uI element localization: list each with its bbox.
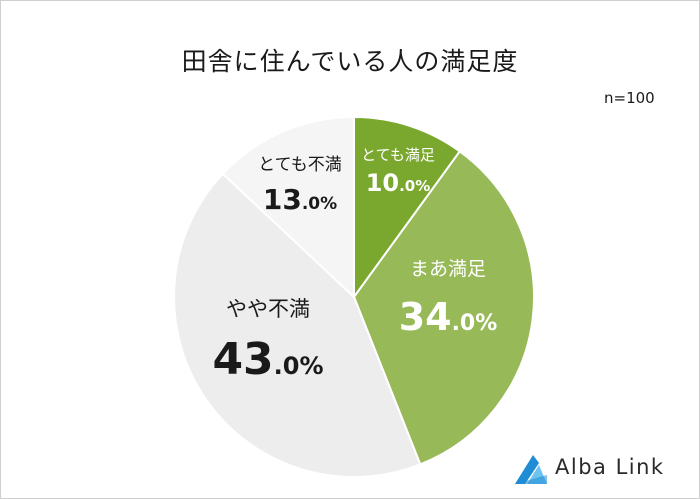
slice-label: やや不満 (226, 297, 310, 321)
slice-label: まあ満足 (410, 258, 486, 280)
slice-label: とても満足 (361, 146, 435, 164)
slice-value-label: 43.0% (212, 334, 323, 385)
pie-slice (353, 115, 462, 301)
brand-name: Alba Link (555, 455, 665, 479)
alba-link-logo-icon (515, 455, 547, 484)
slice-label: とても不満 (258, 155, 342, 175)
pie-slice (221, 115, 355, 300)
slice-value-label: 10.0% (366, 169, 431, 197)
slice-value-label: 13.0% (263, 183, 337, 216)
brand-logo: Alba Link (511, 451, 691, 487)
slice-value-label: 34.0% (399, 295, 498, 339)
pie-slice (173, 172, 422, 478)
chart-title: 田舎に住んでいる人の満足度 (181, 47, 519, 76)
sample-size: n=100 (604, 89, 655, 107)
pie-slice (352, 149, 535, 466)
